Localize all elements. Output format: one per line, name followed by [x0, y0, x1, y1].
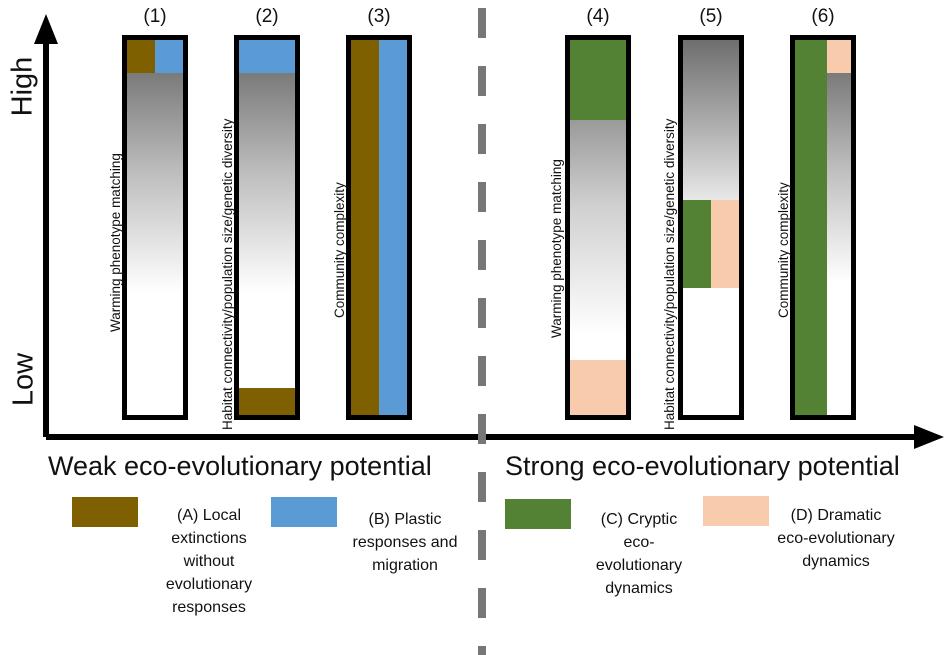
bar-2-segment-a	[239, 388, 295, 415]
legend-text-b: (B) Plastic responses and migration	[352, 511, 458, 574]
bar-4-segment-d	[570, 360, 626, 415]
y-axis-arrowhead	[34, 14, 58, 44]
bar-4-gradient	[570, 120, 626, 335]
legend-swatch-b	[271, 497, 337, 527]
column-number-6: (6)	[811, 6, 835, 27]
bar-6-segment-c	[795, 40, 827, 415]
column-label-3: Community complexity	[332, 182, 347, 318]
legend-swatch-d	[703, 496, 769, 526]
bar-1-segment-b	[155, 40, 183, 73]
column-label-2: Habitat connectivity/population size/gen…	[220, 118, 235, 430]
bar-2-segment-b	[239, 40, 295, 73]
bar-1-gradient	[127, 73, 183, 293]
y-axis-high-label: High	[6, 56, 39, 117]
bar-4-segment-c	[570, 40, 626, 120]
bar-6	[790, 35, 856, 420]
legend-text-a: (A) Local extinctions without evolutiona…	[165, 507, 253, 616]
bar-3-segment-b	[379, 40, 407, 415]
bar-1	[122, 35, 188, 420]
legend-swatch-a	[72, 497, 138, 527]
column-number-3: (3)	[367, 6, 391, 27]
bar-4	[565, 35, 631, 420]
bar-5-segment-d	[711, 200, 739, 288]
column-label-1: Warming phenotype matching	[108, 153, 123, 332]
bar-5-gradient	[683, 40, 739, 200]
column-label-5: Habitat connectivity/population size/gen…	[662, 118, 677, 430]
bar-6-segment-d	[827, 40, 851, 73]
legend-swatch-c	[505, 499, 571, 529]
bar-5	[678, 35, 744, 420]
column-number-2: (2)	[255, 6, 279, 27]
column-number-5: (5)	[699, 6, 723, 27]
legend-text-d: (D) Dramatic eco-evolutionary dynamics	[777, 507, 895, 570]
bar-2-gradient	[239, 73, 295, 293]
bar-3-segment-a	[351, 40, 379, 415]
bar-5-segment-c	[683, 200, 711, 288]
column-number-1: (1)	[143, 6, 167, 27]
weak-potential-label: Weak eco-evolutionary potential	[48, 451, 432, 481]
legend-text-c: (C) Cryptic eco-evolutionary dynamics	[595, 511, 683, 597]
y-axis-low-label: Low	[7, 352, 40, 407]
bar-2	[234, 35, 300, 420]
x-axis-arrowhead	[914, 425, 944, 449]
strong-potential-label: Strong eco-evolutionary potential	[505, 451, 900, 481]
bar-6-gradient	[827, 73, 851, 283]
bar-1-segment-a	[127, 40, 155, 73]
column-number-4: (4)	[586, 6, 610, 27]
column-label-4: Warming phenotype matching	[549, 159, 564, 338]
column-label-6: Community complexity	[776, 182, 791, 318]
bar-3	[346, 35, 412, 420]
